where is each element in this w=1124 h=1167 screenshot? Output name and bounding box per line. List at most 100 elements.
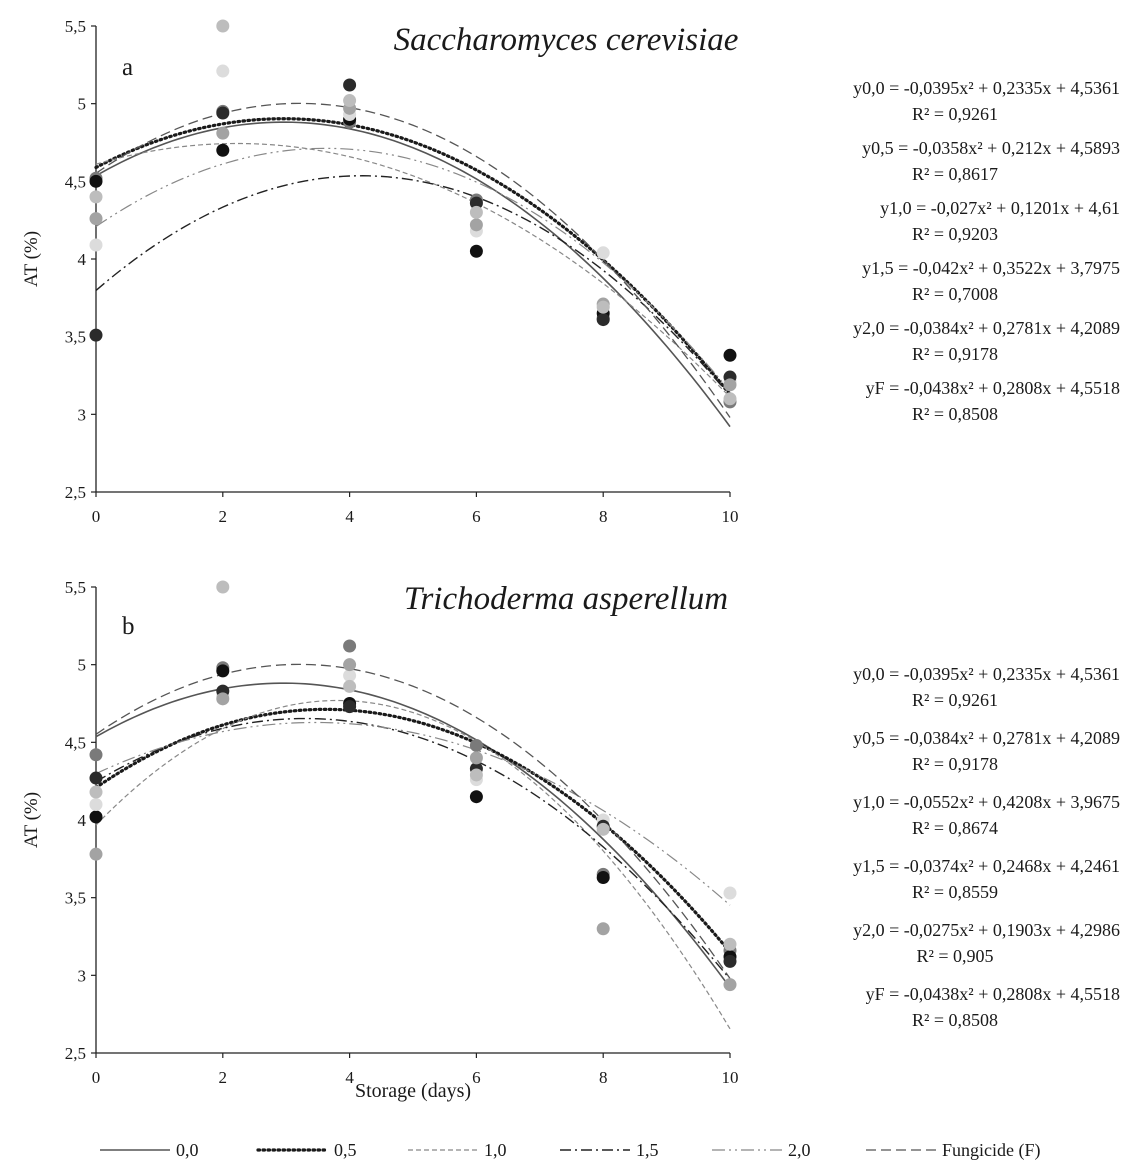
r-squared: R² = 0,8674 xyxy=(912,818,998,838)
r-squared: R² = 0,9261 xyxy=(912,104,998,124)
data-point xyxy=(343,639,357,653)
regression-equation: yF = -0,0438x² + 0,2808x + 4,5518 xyxy=(866,984,1120,1004)
regression-equation: y1,0 = -0,027x² + 0,1201x + 4,61 xyxy=(880,198,1120,218)
trendline-1-5 xyxy=(95,717,731,980)
data-point xyxy=(89,212,103,226)
data-point xyxy=(596,870,610,884)
data-point xyxy=(469,205,483,219)
trendline-1-5 xyxy=(95,175,731,397)
data-point xyxy=(216,692,230,706)
data-point xyxy=(89,328,103,342)
y-tick-label: 5 xyxy=(78,95,87,114)
data-point xyxy=(216,664,230,678)
data-point xyxy=(723,954,737,968)
y-axis-label: AT (%) xyxy=(21,792,42,848)
trendline-0-0 xyxy=(95,682,731,989)
data-point xyxy=(596,313,610,327)
data-point xyxy=(216,143,230,157)
data-point xyxy=(469,751,483,765)
x-tick-label: 10 xyxy=(722,507,739,526)
x-tick-label: 6 xyxy=(472,507,481,526)
data-point xyxy=(89,797,103,811)
data-point xyxy=(343,700,357,714)
y-tick-label: 3 xyxy=(78,966,87,985)
regression-equation: y1,5 = -0,042x² + 0,3522x + 3,7975 xyxy=(862,258,1120,278)
trendline-1-0 xyxy=(95,699,731,1030)
data-point xyxy=(596,300,610,314)
r-squared: R² = 0,9178 xyxy=(912,344,998,364)
legend-label: 0,5 xyxy=(334,1140,357,1160)
r-squared: R² = 0,9178 xyxy=(912,754,998,774)
data-point xyxy=(723,937,737,951)
y-tick-label: 4 xyxy=(78,250,87,269)
y-tick-label: 5,5 xyxy=(65,578,86,597)
data-point xyxy=(89,190,103,204)
data-point xyxy=(89,785,103,799)
trendline-fungicide-f- xyxy=(95,102,731,418)
x-tick-label: 8 xyxy=(599,507,608,526)
y-tick-label: 3,5 xyxy=(65,889,86,908)
data-point xyxy=(216,64,230,78)
y-axis-label: AT (%) xyxy=(21,231,42,287)
data-point xyxy=(89,174,103,188)
data-point xyxy=(723,348,737,362)
y-tick-label: 2,5 xyxy=(65,1044,86,1063)
legend-label: 1,0 xyxy=(484,1140,507,1160)
chart-panel-a: 2,5 3 3,5 4 4,5 5 5,5 0 2 4 6 8 10 AT (%) Saccharomyce… xyxy=(21,17,1120,526)
data-point xyxy=(596,246,610,260)
data-point xyxy=(216,126,230,140)
data-point xyxy=(596,822,610,836)
legend-label: 0,0 xyxy=(176,1140,199,1160)
data-point xyxy=(723,886,737,900)
regression-equation: y0,5 = -0,0358x² + 0,212x + 4,5893 xyxy=(862,138,1120,158)
data-point xyxy=(343,669,357,683)
r-squared: R² = 0,7008 xyxy=(912,284,998,304)
legend-label: 1,5 xyxy=(636,1140,659,1160)
r-squared: R² = 0,8508 xyxy=(912,1010,998,1030)
r-squared: R² = 0,905 xyxy=(916,946,993,966)
trendline-2-0 xyxy=(95,147,731,392)
regression-equation: y1,0 = -0,0552x² + 0,4208x + 3,9675 xyxy=(853,792,1120,812)
regression-equation: y0,5 = -0,0384x² + 0,2781x + 4,2089 xyxy=(853,728,1120,748)
data-point xyxy=(216,106,230,120)
legend-label: 2,0 xyxy=(788,1140,811,1160)
chart-title: Trichoderma asperellum xyxy=(404,581,728,617)
regression-equation: y2,0 = -0,0275x² + 0,1903x + 4,2986 xyxy=(853,920,1120,940)
data-point xyxy=(343,78,357,92)
data-point xyxy=(89,748,103,762)
y-tick-label: 4,5 xyxy=(65,172,86,191)
regression-equation: y0,0 = -0,0395x² + 0,2335x + 4,5361 xyxy=(853,78,1120,98)
r-squared: R² = 0,9203 xyxy=(912,224,998,244)
trendline-1-0 xyxy=(95,142,731,398)
data-point xyxy=(89,771,103,785)
data-point xyxy=(723,978,737,992)
r-squared: R² = 0,8617 xyxy=(912,164,998,184)
y-tick-label: 3 xyxy=(78,405,87,424)
r-squared: R² = 0,8508 xyxy=(912,404,998,424)
data-point xyxy=(216,19,230,33)
regression-equation: y1,5 = -0,0374x² + 0,2468x + 4,2461 xyxy=(853,856,1120,876)
x-tick-label: 8 xyxy=(599,1068,608,1087)
y-tick-label: 4 xyxy=(78,811,87,830)
legend: 0,0 0,5 1,0 1,5 2,0 Fungicide (F) xyxy=(100,1140,1041,1161)
data-point xyxy=(89,847,103,861)
trendline-fungicide-f- xyxy=(95,663,731,979)
data-point xyxy=(723,392,737,406)
data-point xyxy=(343,658,357,672)
x-tick-label: 4 xyxy=(345,1068,354,1087)
chart-title: Saccharomyces cerevisiae xyxy=(394,22,739,58)
legend-label: Fungicide (F) xyxy=(942,1140,1041,1161)
panel-label: b xyxy=(122,613,135,640)
data-point xyxy=(469,218,483,232)
chart-panel-b: 2,5 3 3,5 4 4,5 5 5,5 0 2 4 6 8 10 AT (%) Trichoderma … xyxy=(21,578,1120,1102)
data-point xyxy=(469,244,483,258)
trendline-0-5 xyxy=(94,117,732,396)
data-point xyxy=(216,580,230,594)
regression-equation: y2,0 = -0,0384x² + 0,2781x + 4,2089 xyxy=(853,318,1120,338)
y-tick-label: 5 xyxy=(78,656,87,675)
regression-equation: y0,0 = -0,0395x² + 0,2335x + 4,5361 xyxy=(853,664,1120,684)
x-tick-label: 2 xyxy=(219,1068,228,1087)
data-point xyxy=(596,922,610,936)
x-tick-label: 10 xyxy=(722,1068,739,1087)
y-tick-label: 5,5 xyxy=(65,17,86,36)
